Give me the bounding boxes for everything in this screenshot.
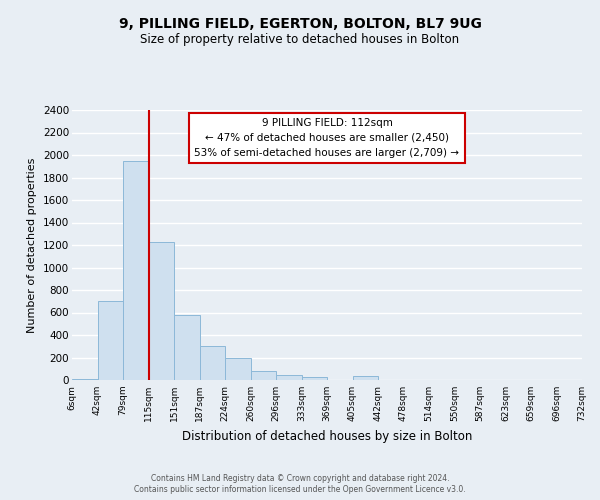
Bar [225,358,251,380]
Bar [149,242,174,380]
Bar [199,346,225,380]
Text: Contains HM Land Registry data © Crown copyright and database right 2024.
Contai: Contains HM Land Registry data © Crown c… [134,474,466,494]
Text: Size of property relative to detached houses in Bolton: Size of property relative to detached ho… [140,32,460,46]
Bar [123,160,149,380]
Bar [251,371,276,380]
Bar [353,376,378,380]
Text: 9, PILLING FIELD, EGERTON, BOLTON, BL7 9UG: 9, PILLING FIELD, EGERTON, BOLTON, BL7 9… [119,18,481,32]
Bar [302,377,327,380]
Bar [276,375,302,380]
Bar [97,301,123,380]
X-axis label: Distribution of detached houses by size in Bolton: Distribution of detached houses by size … [182,430,472,442]
Y-axis label: Number of detached properties: Number of detached properties [28,158,37,332]
Text: 9 PILLING FIELD: 112sqm
← 47% of detached houses are smaller (2,450)
53% of semi: 9 PILLING FIELD: 112sqm ← 47% of detache… [194,118,460,158]
Bar [174,316,199,380]
